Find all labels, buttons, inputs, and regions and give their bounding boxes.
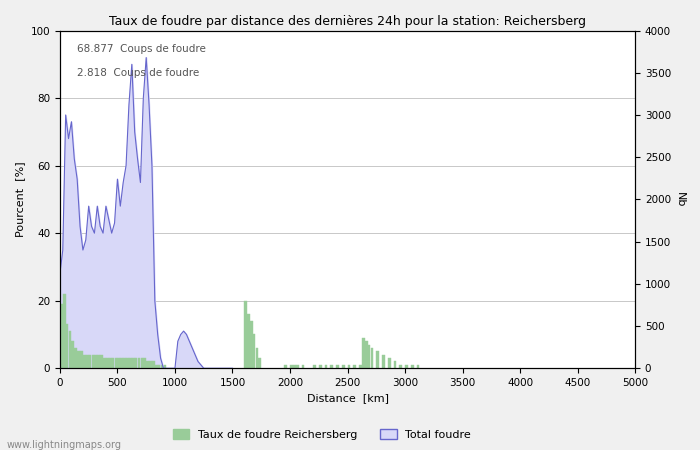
- Legend: Taux de foudre Reichersberg, Total foudre: Taux de foudre Reichersberg, Total foudr…: [168, 425, 476, 445]
- Bar: [247, 314, 250, 368]
- Bar: [250, 321, 253, 368]
- Bar: [416, 365, 419, 368]
- Bar: [330, 365, 333, 368]
- Bar: [370, 348, 373, 368]
- Y-axis label: Nb: Nb: [675, 192, 685, 207]
- Bar: [94, 355, 97, 368]
- Bar: [106, 358, 108, 368]
- Bar: [86, 355, 89, 368]
- Bar: [63, 294, 66, 368]
- Bar: [313, 365, 316, 368]
- Bar: [135, 358, 137, 368]
- Bar: [342, 365, 344, 368]
- Bar: [284, 365, 287, 368]
- Bar: [293, 365, 295, 368]
- Bar: [83, 355, 85, 368]
- X-axis label: Distance  [km]: Distance [km]: [307, 393, 389, 404]
- Bar: [244, 301, 247, 368]
- Bar: [405, 365, 408, 368]
- Bar: [132, 358, 134, 368]
- Bar: [100, 355, 103, 368]
- Text: www.lightningmaps.org: www.lightningmaps.org: [7, 440, 122, 450]
- Bar: [103, 358, 106, 368]
- Bar: [388, 358, 391, 368]
- Bar: [158, 365, 160, 368]
- Bar: [336, 365, 339, 368]
- Bar: [348, 365, 350, 368]
- Bar: [365, 341, 368, 368]
- Bar: [77, 351, 80, 368]
- Bar: [109, 358, 111, 368]
- Bar: [400, 365, 402, 368]
- Bar: [325, 365, 328, 368]
- Bar: [302, 365, 304, 368]
- Bar: [71, 341, 74, 368]
- Bar: [296, 365, 299, 368]
- Bar: [129, 358, 132, 368]
- Bar: [144, 358, 146, 368]
- Text: 2.818  Coups de foudre: 2.818 Coups de foudre: [77, 68, 200, 78]
- Bar: [354, 365, 356, 368]
- Bar: [258, 358, 261, 368]
- Bar: [74, 348, 77, 368]
- Text: 68.877  Coups de foudre: 68.877 Coups de foudre: [77, 44, 206, 54]
- Bar: [115, 358, 118, 368]
- Y-axis label: Pourcent  [%]: Pourcent [%]: [15, 162, 25, 237]
- Bar: [126, 358, 129, 368]
- Bar: [66, 324, 69, 368]
- Bar: [118, 358, 120, 368]
- Bar: [411, 365, 414, 368]
- Bar: [80, 351, 83, 368]
- Bar: [377, 351, 379, 368]
- Bar: [123, 358, 126, 368]
- Title: Taux de foudre par distance des dernières 24h pour la station: Reichersberg: Taux de foudre par distance des dernière…: [109, 15, 586, 28]
- Bar: [393, 361, 396, 368]
- Bar: [318, 365, 321, 368]
- Bar: [152, 361, 155, 368]
- Bar: [256, 348, 258, 368]
- Bar: [92, 355, 94, 368]
- Bar: [146, 361, 149, 368]
- Bar: [97, 355, 100, 368]
- Bar: [155, 365, 158, 368]
- Bar: [290, 365, 293, 368]
- Bar: [164, 365, 166, 368]
- Bar: [253, 334, 256, 368]
- Bar: [60, 304, 63, 368]
- Bar: [112, 358, 115, 368]
- Bar: [120, 358, 123, 368]
- Bar: [149, 361, 152, 368]
- Bar: [362, 338, 365, 368]
- Bar: [69, 331, 71, 368]
- Bar: [368, 345, 370, 368]
- Bar: [138, 358, 141, 368]
- Bar: [382, 355, 385, 368]
- Bar: [89, 355, 92, 368]
- Bar: [160, 365, 163, 368]
- Bar: [141, 358, 144, 368]
- Bar: [359, 365, 362, 368]
